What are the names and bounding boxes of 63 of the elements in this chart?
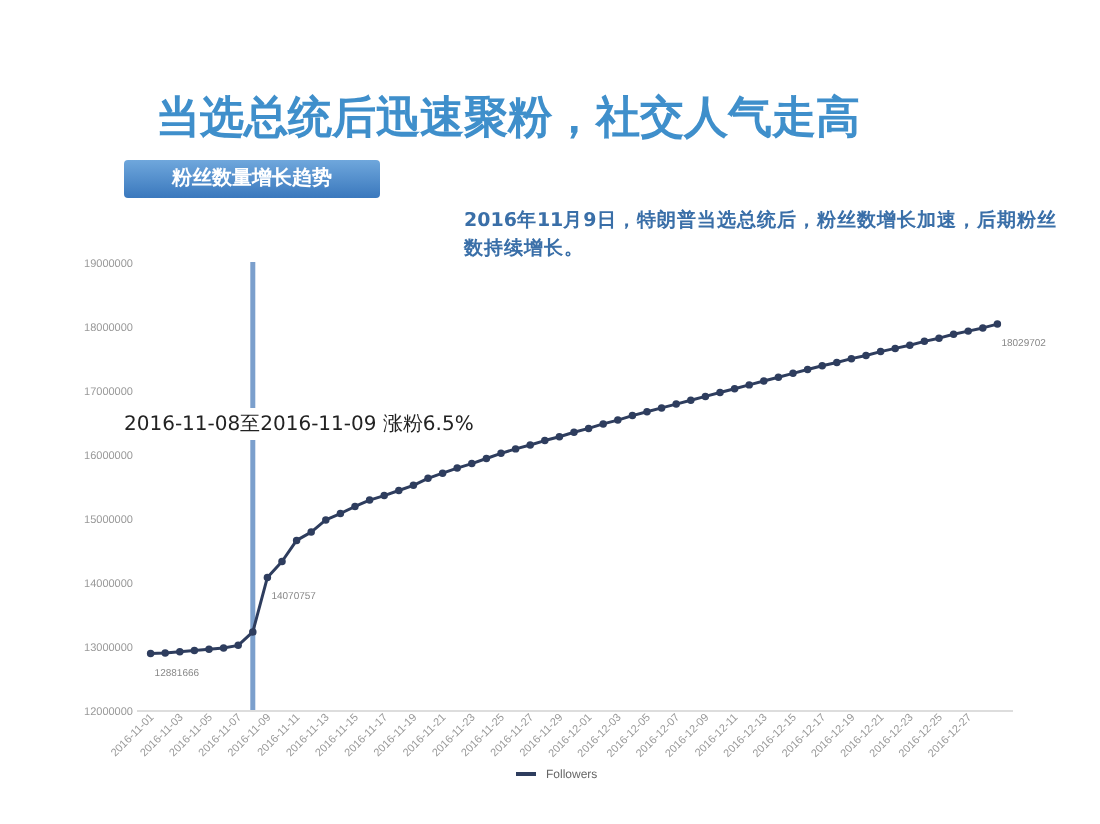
point [511, 445, 520, 453]
point [351, 502, 359, 511]
point [365, 496, 374, 504]
point [336, 509, 345, 518]
point [920, 337, 929, 346]
point [249, 628, 257, 636]
point [424, 474, 432, 483]
point [672, 400, 680, 408]
chart-subtitle: 粉丝数量增长趋势 [124, 160, 380, 198]
point [891, 344, 899, 353]
point [570, 428, 578, 436]
point [993, 320, 1002, 328]
point [599, 420, 607, 428]
point [395, 486, 403, 495]
point [292, 536, 301, 545]
point [453, 464, 461, 472]
point [497, 449, 505, 458]
point [482, 454, 491, 463]
point [322, 516, 330, 524]
point [906, 341, 914, 349]
point [774, 373, 783, 381]
point [789, 369, 797, 378]
point [730, 384, 739, 393]
point [234, 641, 242, 650]
point [949, 330, 958, 339]
point [555, 432, 564, 441]
point [628, 411, 637, 420]
point [657, 404, 666, 412]
point [526, 441, 534, 449]
point [161, 649, 169, 657]
point [847, 354, 856, 363]
point [263, 573, 272, 582]
point [716, 388, 724, 397]
point [935, 334, 943, 342]
point [833, 358, 841, 367]
point [190, 646, 199, 655]
text: 2016年11月9日，特朗普当选总统后，粉丝数增长加速，后期粉丝数持续增长。 [464, 208, 1059, 264]
point [278, 557, 286, 566]
annotation: 2016-11-08至2016-11-09 涨粉6.5% [124, 408, 474, 440]
point [687, 396, 695, 404]
point [438, 469, 447, 477]
point [862, 351, 870, 360]
point [146, 649, 155, 658]
point [643, 408, 651, 416]
point [409, 481, 418, 490]
point [818, 361, 826, 370]
point [205, 645, 213, 653]
point [584, 424, 593, 433]
point [219, 644, 228, 652]
point [176, 648, 184, 656]
point [380, 491, 388, 500]
point [964, 327, 972, 335]
point [876, 347, 885, 356]
chart-title: 当选总统后迅速聚粉，社交人气走高 [156, 91, 860, 148]
point [745, 381, 753, 389]
point [701, 392, 710, 401]
point [468, 459, 476, 468]
point [760, 377, 768, 385]
point [979, 324, 987, 332]
point [614, 416, 622, 424]
point [541, 436, 549, 445]
point [803, 365, 812, 374]
point [307, 528, 315, 536]
